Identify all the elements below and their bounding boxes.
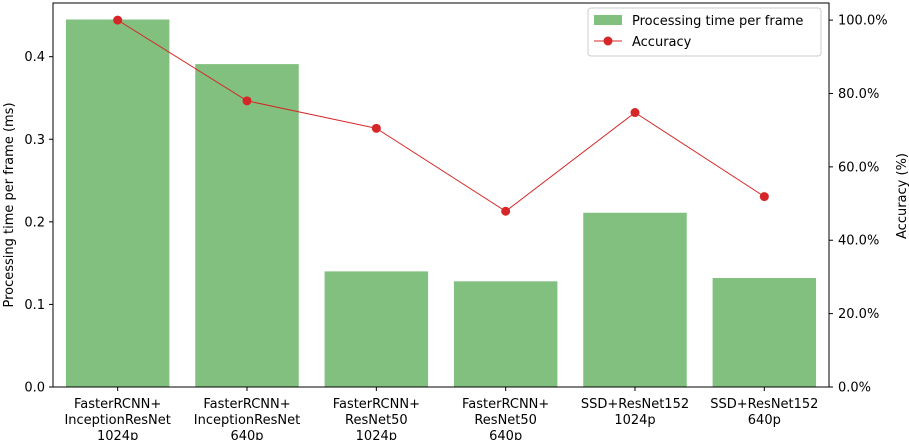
bar-4 [453, 281, 558, 387]
y2-tick-label: 40.0% [838, 234, 879, 249]
plot-frame [52, 2, 830, 388]
accuracy-line [117, 19, 765, 212]
y-tick-label: 0.3 [24, 133, 45, 148]
legend-label-processing: Processing time per frame [632, 14, 803, 29]
accuracy-point-2 [242, 96, 252, 106]
x-tick-label: FasterRCNN+ ResNet50 640p [462, 397, 549, 440]
bar-6 [712, 277, 817, 387]
y2-tick-label: 60.0% [838, 160, 879, 175]
y-tick-label: 0.2 [24, 215, 45, 230]
accuracy-point-5 [630, 108, 640, 118]
legend-swatch-bar [594, 15, 622, 25]
y2-tick-label: 0.0% [838, 381, 871, 396]
y2-tick-label: 80.0% [838, 87, 879, 102]
y2-tick-label: 100.0% [838, 14, 888, 29]
bar-2 [195, 64, 299, 387]
bar-5 [583, 212, 687, 387]
y2-axis-label: Accuracy (%) [895, 153, 909, 239]
y2-tick-label: 20.0% [838, 307, 879, 322]
x-tick-label: FasterRCNN+ InceptionResNet 1024p [64, 397, 170, 440]
y-tick-label: 0.0 [24, 381, 45, 396]
accuracy-point-3 [371, 123, 381, 133]
y-tick-label: 0.1 [24, 298, 45, 313]
x-tick-label: SSD+ResNet152 1024p [581, 397, 689, 428]
legend-marker [603, 36, 613, 46]
y-tick-label: 0.4 [24, 50, 45, 65]
bar-1 [65, 19, 170, 388]
legend: Processing time per frame Accuracy [587, 7, 822, 57]
x-tick-label: FasterRCNN+ ResNet50 1024p [333, 397, 420, 440]
accuracy-point-6 [759, 192, 769, 202]
legend-label-accuracy: Accuracy [632, 35, 692, 50]
x-tick-label: FasterRCNN+ InceptionResNet 640p [194, 397, 300, 440]
accuracy-point-4 [501, 206, 511, 216]
y-axis-label: Processing time per frame (ms) [2, 102, 17, 307]
bar-3 [324, 271, 429, 387]
legend-box [587, 7, 822, 57]
accuracy-point-1 [113, 15, 123, 25]
x-tick-label: SSD+ResNet152 640p [710, 397, 818, 428]
